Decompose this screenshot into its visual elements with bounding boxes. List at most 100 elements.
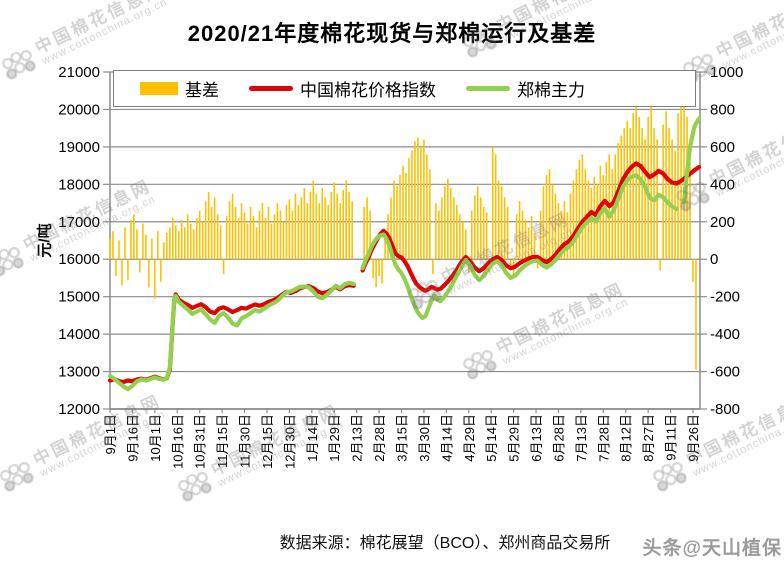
y-axis-right-label: 400 <box>710 176 735 193</box>
legend-item-basis: 基差 <box>140 76 219 101</box>
basis-bar <box>171 218 174 260</box>
basis-bar <box>276 203 279 260</box>
basis-bar <box>130 219 132 260</box>
price-index-line <box>360 161 702 293</box>
y-axis-left-label: 13000 <box>58 364 100 381</box>
basis-bar <box>569 193 572 260</box>
basis-bar <box>267 206 270 260</box>
basis-bar <box>174 225 177 260</box>
basis-bar <box>330 191 333 260</box>
basis-bar <box>417 137 419 260</box>
basis-bar <box>177 231 180 260</box>
basis-bar <box>533 233 536 260</box>
basis-bar <box>231 193 234 260</box>
y-axis-right-label: -800 <box>710 401 740 418</box>
basis-bar <box>456 204 458 260</box>
basis-bar <box>291 210 294 260</box>
basis-bar <box>575 169 578 260</box>
basis-bar <box>270 223 273 260</box>
basis-bar <box>210 206 213 260</box>
y-axis-right-label: 600 <box>710 139 735 156</box>
basis-bar <box>318 203 321 260</box>
basis-bar <box>300 197 303 260</box>
basis-bar <box>258 210 261 260</box>
x-axis-label: 8月27日 <box>641 414 656 462</box>
basis-bar <box>315 193 318 260</box>
basis-bar <box>282 221 285 260</box>
basis-bar <box>459 214 461 260</box>
basis-bar <box>635 103 637 260</box>
basis-bar <box>641 128 643 260</box>
basis-bar <box>121 259 123 286</box>
basis-bar <box>629 128 632 260</box>
basis-bar <box>444 186 446 260</box>
x-axis-label: 10月16日 <box>170 414 185 469</box>
basis-bar <box>560 210 563 260</box>
basis-bar <box>626 120 629 260</box>
basis-bar <box>201 221 204 260</box>
source-note: 数据来源：棉花展望（BCO）、郑州商品交易所 <box>279 535 611 552</box>
basis-bar <box>372 259 374 278</box>
basis-bar <box>180 219 183 260</box>
basis-bar <box>530 216 533 260</box>
basis-bar <box>189 223 192 260</box>
basis-bar <box>584 169 587 260</box>
basis-bar <box>464 229 467 260</box>
x-axis-label: 8月12日 <box>619 414 634 462</box>
basis-bar <box>297 204 300 260</box>
basis-bar <box>369 210 371 260</box>
basis-bar <box>503 197 506 260</box>
basis-bar <box>324 197 327 260</box>
basis-bar <box>384 238 386 260</box>
basis-bar <box>393 180 395 260</box>
legend-label-basis: 基差 <box>185 81 219 100</box>
basis-bar <box>590 188 593 260</box>
x-axis-label: 2月13日 <box>350 414 365 462</box>
basis-bar <box>237 218 240 260</box>
y-axis-left-label: 19000 <box>58 139 100 156</box>
basis-bar <box>581 154 584 260</box>
basis-bar <box>309 191 312 260</box>
basis-bar <box>219 225 222 260</box>
basis-bar <box>133 214 135 260</box>
basis-bar <box>542 186 545 260</box>
y-axis-right-label: 200 <box>710 214 735 231</box>
x-axis-label: 5月29日 <box>507 414 522 462</box>
basis-bar <box>659 259 661 271</box>
basis-bar <box>650 105 652 260</box>
basis-bar <box>160 259 162 282</box>
basis-bar <box>695 259 697 370</box>
x-axis-label: 1月29日 <box>327 414 342 462</box>
x-axis-label: 9月1日 <box>103 414 118 454</box>
basis-bar <box>638 116 640 260</box>
basis-bar <box>148 259 150 288</box>
y-axis-right-label: -400 <box>710 326 740 343</box>
basis-bar <box>363 206 365 260</box>
basis-bar <box>473 195 476 260</box>
basis-bar <box>554 193 557 260</box>
basis-bar <box>390 197 392 260</box>
basis-bar <box>399 174 401 260</box>
x-axis-label: 3月15日 <box>395 414 410 462</box>
basis-bar <box>491 146 494 260</box>
basis-bar <box>494 154 497 260</box>
y-axis-left-label: 18000 <box>58 176 100 193</box>
basis-bar <box>500 186 503 260</box>
basis-bar <box>506 206 509 260</box>
basis-bar <box>157 231 159 260</box>
x-axis-label: 3月30日 <box>417 414 432 462</box>
basis-bar <box>396 186 398 260</box>
basis-bar <box>677 113 679 260</box>
x-axis-label: 11月15日 <box>215 414 230 468</box>
basis-bar <box>432 259 434 275</box>
basis-bar <box>345 180 347 260</box>
basis-bar <box>539 210 542 260</box>
x-axis-label: 9月11日 <box>664 414 679 461</box>
basis-bar <box>279 210 282 260</box>
basis-bar <box>321 188 324 260</box>
x-axis-label: 12月30日 <box>282 414 297 469</box>
basis-bar <box>336 193 339 260</box>
basis-bar <box>252 216 255 260</box>
basis-bar <box>551 184 554 260</box>
